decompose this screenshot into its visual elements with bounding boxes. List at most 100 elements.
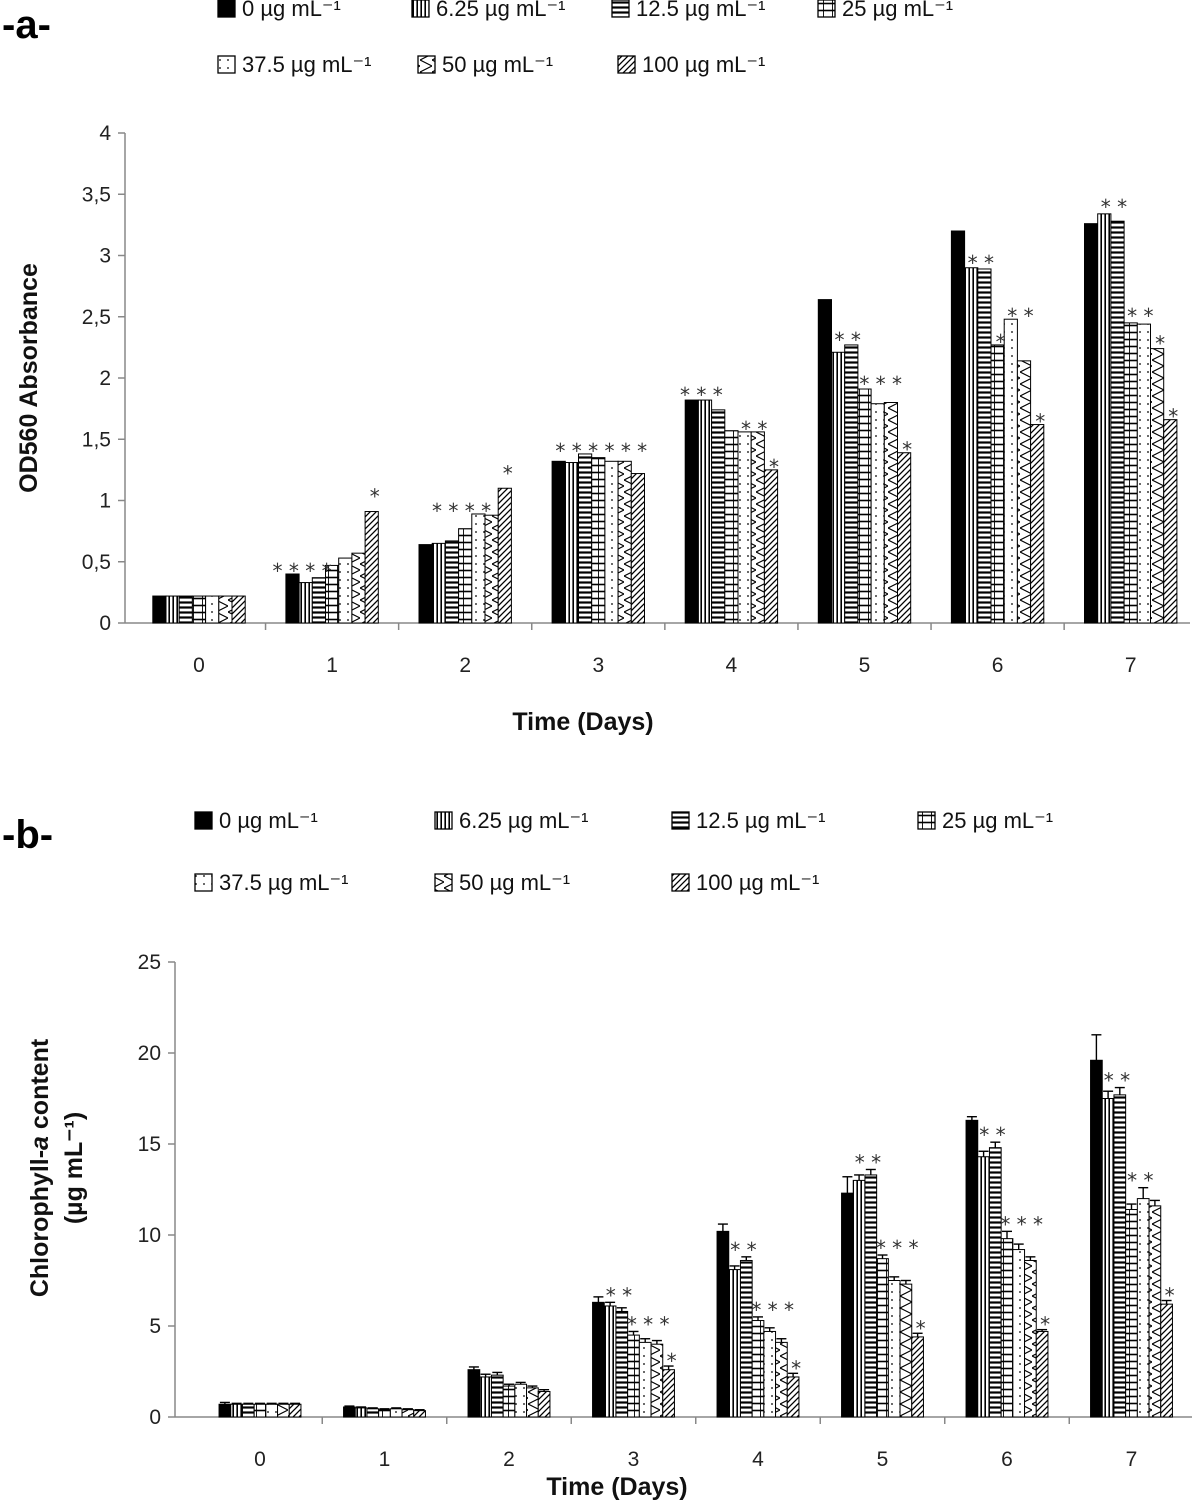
x-tick-label-0: 0 <box>193 654 205 677</box>
y-tick-label-3: 3 <box>99 245 111 268</box>
bar-day2-series5 <box>484 514 499 624</box>
bar-day2-series3 <box>458 528 473 624</box>
significance-marker-day5: * * <box>835 328 861 352</box>
bar-day6-series3 <box>990 344 1005 624</box>
bar-day6-series4 <box>1003 318 1018 624</box>
panel-a-label: -a- <box>2 3 51 47</box>
bar-day6-series0 <box>950 230 966 624</box>
bar-day0-series6 <box>231 595 246 624</box>
legend-panel-a: 0 µg mL⁻¹ 6.25 µg mL⁻¹ 12.5 µg mL⁻¹ 25 µg m… <box>217 0 953 77</box>
bar-day4-series2 <box>739 1259 753 1418</box>
legend-swatch-4 <box>194 873 213 892</box>
legend-label-2: 12.5 µg mL⁻¹ <box>696 808 825 833</box>
bar-day6-series5 <box>1024 1259 1037 1418</box>
significance-marker-day7: * * <box>1104 1069 1130 1093</box>
legend-label-4: 37.5 µg mL⁻¹ <box>219 870 348 895</box>
x-tick-label-5: 5 <box>859 654 871 677</box>
bar-day2-series2 <box>490 1374 504 1418</box>
x-tick-label-4: 4 <box>752 1448 764 1471</box>
significance-marker-day1: * * * * <box>273 559 332 583</box>
bar-day3-series1 <box>564 462 579 624</box>
panel-b-label: -b- <box>2 813 53 857</box>
bar-day3-series3 <box>627 1334 640 1418</box>
bar-day3-series6 <box>630 473 645 624</box>
bar-day3-series5 <box>617 460 632 624</box>
bar-day4-series6 <box>786 1376 800 1418</box>
bar-day0-series0 <box>218 1403 232 1418</box>
bar-day0-series4 <box>265 1403 279 1418</box>
bar-day2-series6 <box>537 1391 551 1418</box>
bar-day6-series2 <box>988 1147 1002 1418</box>
bar-day5-series0 <box>817 299 832 624</box>
bar-day4-series1 <box>697 399 713 624</box>
bar-day7-series6 <box>1163 419 1178 624</box>
y-tick-label-20: 20 <box>138 1042 161 1065</box>
bar-day7-series1 <box>1097 213 1112 624</box>
significance-marker-day2: * <box>503 461 513 485</box>
legend-label-5: 50 µg mL⁻¹ <box>459 870 570 895</box>
x-tick-label-0: 0 <box>254 1448 266 1471</box>
bar-day6-series1 <box>977 1156 990 1418</box>
bar-day0-series3 <box>253 1403 267 1418</box>
bar-day6-series6 <box>1035 1330 1049 1418</box>
x-tick-label-2: 2 <box>503 1448 515 1471</box>
significance-marker-day1: * <box>370 485 380 509</box>
bar-day3-series0 <box>551 460 566 624</box>
y-tick-label-3-5: 3,5 <box>82 183 111 206</box>
bar-day4-series4 <box>763 1330 777 1418</box>
legend-swatch-1 <box>434 811 453 830</box>
bar-day1-series2 <box>311 577 326 624</box>
significance-marker-day5: * <box>902 438 912 462</box>
legend-swatch-6 <box>617 55 636 74</box>
legend-swatch-5 <box>434 873 453 892</box>
bar-day1-series1 <box>298 582 313 624</box>
chart-b-significance: * * * * * * * * * * * * * * * * * * * * * * * * * * *… <box>606 1069 1175 1381</box>
bar-day2-series3 <box>502 1385 516 1418</box>
bar-day3-series4 <box>638 1341 652 1418</box>
bar-day7-series0 <box>1084 223 1099 624</box>
y-tick-label-10: 10 <box>138 1224 161 1247</box>
legend-swatch-5 <box>417 55 436 74</box>
bar-day2-series6 <box>497 487 512 624</box>
bar-day3-series2 <box>578 453 593 624</box>
legend-swatch-3 <box>817 0 836 18</box>
bar-day0-series2 <box>178 595 193 624</box>
x-tick-label-2: 2 <box>459 654 471 677</box>
chart-a-bars <box>152 213 1178 624</box>
bar-day6-series3 <box>1000 1238 1014 1418</box>
bar-day1-series6 <box>364 511 379 624</box>
bar-day7-series4 <box>1136 1198 1150 1418</box>
bar-day2-series0 <box>418 544 433 624</box>
significance-marker-day7: * * <box>1101 195 1127 219</box>
y-tick-label-1-5: 1,5 <box>82 428 111 451</box>
significance-marker-day3: * * * * * * <box>555 439 647 463</box>
bar-day4-series2 <box>711 409 726 624</box>
significance-marker-day7: * <box>1155 332 1165 356</box>
bar-day0-series1 <box>165 595 180 624</box>
bar-day1-series4 <box>389 1408 403 1418</box>
x-tick-label-1: 1 <box>379 1448 391 1471</box>
y-tick-label-4: 4 <box>99 122 111 145</box>
y-tick-label-0: 0 <box>149 1406 161 1429</box>
significance-marker-day4: * <box>769 455 779 479</box>
bar-day1-series1 <box>354 1407 368 1418</box>
bar-day7-series1 <box>1101 1098 1115 1418</box>
bar-day7-series6 <box>1160 1303 1173 1418</box>
significance-marker-day3: * <box>667 1349 677 1373</box>
significance-marker-day3: * * * <box>627 1312 670 1336</box>
significance-marker-day7: * <box>1168 405 1178 429</box>
legend-swatch-6 <box>671 873 690 892</box>
bar-day5-series6 <box>911 1336 924 1418</box>
bar-day5-series0 <box>841 1192 854 1418</box>
legend-label-3: 25 µg mL⁻¹ <box>942 808 1053 833</box>
legend-swatch-1 <box>411 0 430 18</box>
legend-label-0: 0 µg mL⁻¹ <box>242 0 341 21</box>
bar-day0-series3 <box>191 595 207 624</box>
significance-marker-day6: * <box>1035 410 1045 434</box>
legend-swatch-2 <box>611 0 630 18</box>
bar-day4-series4 <box>737 431 752 624</box>
bar-day2-series5 <box>526 1387 539 1418</box>
bar-day4-series0 <box>684 399 699 624</box>
legend-swatch-2 <box>671 811 690 830</box>
bar-day6-series1 <box>964 267 979 624</box>
